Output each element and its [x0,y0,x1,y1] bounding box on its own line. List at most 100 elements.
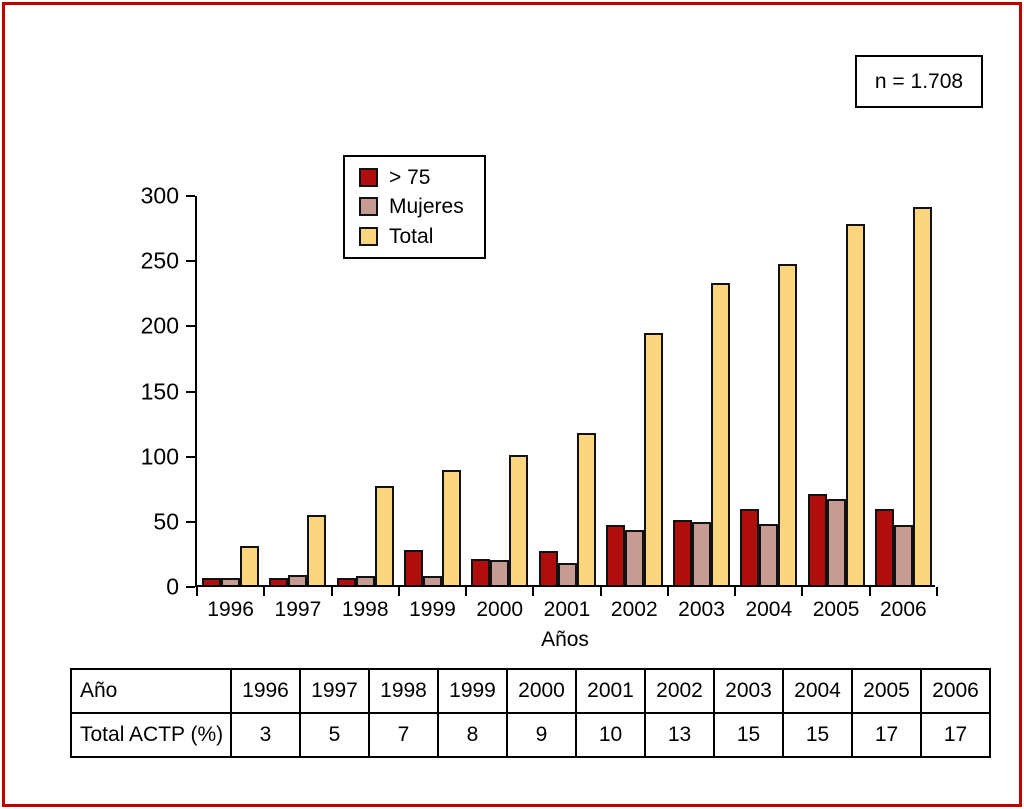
bar-75-2002 [605,525,625,585]
y-tick [186,195,195,197]
table-cell: 2005 [851,668,922,714]
legend-item-75: > 75 [359,167,484,188]
table-cell: 1999 [437,668,508,714]
table-cell: 2001 [575,668,646,714]
x-tick-label: 1997 [274,598,322,621]
x-tick-label: 1998 [341,598,389,621]
x-tick [465,587,468,596]
table-row-label: Año [70,668,232,714]
x-tick-label: 2005 [812,598,860,621]
table-cell: 2000 [506,668,577,714]
bar-total-1996 [240,546,260,585]
bar-75-2000 [471,559,491,585]
bar-75-2005 [807,494,827,585]
table-cell: 13 [644,712,715,758]
y-tick-label: 250 [140,247,179,274]
x-tick-label: 2002 [610,598,658,621]
y-tick-label: 150 [140,378,179,404]
bar-total-2003 [711,283,731,585]
table-cell: 1998 [368,668,439,714]
bar-mujeres-1997 [288,575,308,585]
y-tick [186,455,195,458]
x-axis-title: Años [541,628,589,651]
bar-mujeres-1996 [221,578,241,585]
y-tick [186,586,195,588]
table-row-label: Total ACTP (%) [70,712,232,758]
legend-swatch-75-icon [359,168,378,188]
y-tick [186,390,195,393]
bar-total-2005 [845,224,865,585]
x-tick [801,587,804,596]
legend-label: > 75 [389,166,431,190]
table-row: Total ACTP (%) 3 5 7 8 9 10 13 15 15 17 17 [70,712,991,758]
table-cell: 2003 [713,668,784,714]
bar-mujeres-2001 [557,563,577,585]
y-tick-label: 50 [153,508,179,535]
table-cell: 5 [299,712,370,758]
bar-75-2003 [673,520,693,585]
y-tick-label: 300 [140,182,179,209]
plot-area: 0 50 100 150 200 250 300 1996 1997 1998 1999 2000 20… [141,184,938,620]
x-tick [330,587,333,596]
x-tick [196,587,198,596]
bar-75-2004 [740,509,760,585]
bar-mujeres-1999 [422,576,442,585]
table-cell: 15 [713,712,784,758]
bar-75-2006 [874,509,894,585]
x-tick [599,587,602,596]
y-tick-label: 200 [140,312,179,339]
y-tick [186,260,195,263]
legend-swatch-mujeres-icon [359,197,378,217]
bar-total-2006 [912,207,932,585]
legend: > 75 Mujeres Total [343,155,486,259]
x-tick-label: 2001 [543,598,591,621]
table-cell: 2004 [782,668,853,714]
table-cell: 10 [575,712,646,758]
y-tick-label: 100 [140,443,179,470]
bar-mujeres-2005 [826,499,846,585]
x-tick [868,587,871,596]
sample-size-label: n = 1.708 [874,69,964,93]
sample-size-box: n = 1.708 [855,55,983,108]
x-tick-label: 2003 [678,598,725,621]
bar-total-1997 [307,515,327,585]
bar-75-1999 [403,550,423,585]
bar-75-1996 [202,578,222,585]
x-tick-label: 1996 [207,598,254,621]
table-cell: 17 [920,712,991,758]
x-tick-label: 2000 [476,598,524,621]
bar-total-1999 [441,470,461,585]
table-cell: 1997 [299,668,370,714]
legend-swatch-total-icon [359,226,378,246]
bar-75-1998 [336,578,356,585]
table-cell: 8 [437,712,508,758]
bar-mujeres-2002 [624,530,644,585]
bar-mujeres-2004 [759,524,779,585]
legend-label: Mujeres [389,195,464,219]
bar-75-2001 [538,551,558,585]
y-tick [186,520,195,523]
x-tick [666,587,669,596]
bar-mujeres-1998 [355,576,375,585]
table-cell: 3 [230,712,301,758]
data-table: Año 1996 1997 1998 1999 2000 2001 2002 2003 2004 2… [70,668,991,758]
bar-total-2004 [778,264,798,585]
table-cell: 15 [782,712,853,758]
table-row: Año 1996 1997 1998 1999 2000 2001 2002 2003 2004 2… [70,668,991,714]
x-tick-label: 2006 [880,598,927,621]
x-tick [936,587,938,596]
table-cell: 7 [368,712,439,758]
x-tick [397,587,400,596]
bar-mujeres-2003 [692,522,712,585]
bar-total-2001 [576,433,596,585]
legend-item-total: Total [359,226,484,247]
table-cell: 9 [506,712,577,758]
x-tick [734,587,737,596]
bar-mujeres-2006 [893,525,913,585]
bar-mujeres-2000 [490,560,510,585]
x-tick [263,587,266,596]
bar-total-2000 [509,455,529,585]
y-tick [186,325,195,328]
legend-label: Total [389,224,434,248]
